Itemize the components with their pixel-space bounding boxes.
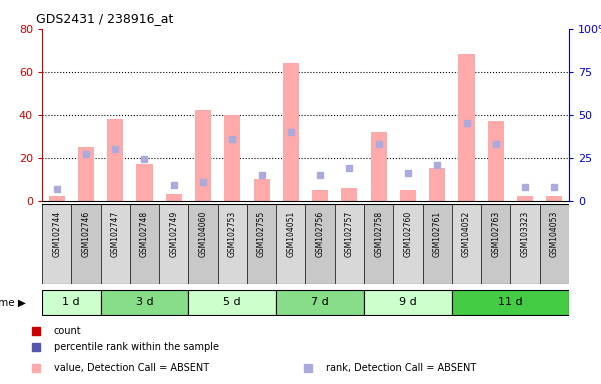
Text: GSM102746: GSM102746 — [81, 211, 90, 257]
Bar — [393, 204, 423, 285]
Bar — [107, 119, 123, 200]
Text: GSM102753: GSM102753 — [228, 211, 237, 257]
Bar — [452, 290, 569, 315]
Bar — [42, 290, 100, 315]
Bar — [510, 204, 540, 285]
Text: GSM102757: GSM102757 — [345, 211, 354, 257]
Bar — [224, 115, 240, 200]
Bar — [254, 179, 270, 200]
Bar — [100, 290, 188, 315]
Bar — [546, 196, 563, 200]
Bar — [305, 204, 335, 285]
Bar — [159, 204, 188, 285]
Text: GSM104053: GSM104053 — [550, 211, 559, 257]
Text: GSM102756: GSM102756 — [316, 211, 325, 257]
Bar — [423, 204, 452, 285]
Text: GSM102744: GSM102744 — [52, 211, 61, 257]
Bar — [218, 204, 247, 285]
Text: GSM102760: GSM102760 — [403, 211, 412, 257]
Text: time ▶: time ▶ — [0, 297, 26, 307]
Text: GSM103323: GSM103323 — [520, 211, 529, 257]
Text: 5 d: 5 d — [224, 297, 241, 307]
Bar — [188, 204, 218, 285]
Bar — [400, 190, 416, 200]
Bar — [166, 194, 182, 200]
Text: rank, Detection Call = ABSENT: rank, Detection Call = ABSENT — [326, 363, 476, 373]
Bar — [276, 204, 305, 285]
Bar — [130, 204, 159, 285]
Text: GSM102749: GSM102749 — [169, 211, 178, 257]
Bar — [72, 204, 100, 285]
Text: value, Detection Call = ABSENT: value, Detection Call = ABSENT — [53, 363, 209, 373]
Bar — [195, 110, 211, 200]
Text: GSM104051: GSM104051 — [286, 211, 295, 257]
Bar — [429, 169, 445, 200]
Bar — [459, 55, 475, 200]
Bar — [488, 121, 504, 200]
Bar — [42, 204, 72, 285]
Text: 3 d: 3 d — [136, 297, 153, 307]
Bar — [312, 190, 328, 200]
Bar — [247, 204, 276, 285]
Bar — [364, 290, 452, 315]
Text: GDS2431 / 238916_at: GDS2431 / 238916_at — [36, 12, 173, 25]
Text: GSM102755: GSM102755 — [257, 211, 266, 257]
Text: GSM102763: GSM102763 — [491, 211, 500, 257]
Bar — [371, 132, 387, 200]
Bar — [335, 204, 364, 285]
Bar — [78, 147, 94, 200]
Bar — [452, 204, 481, 285]
Text: count: count — [53, 326, 81, 336]
Text: GSM102758: GSM102758 — [374, 211, 383, 257]
Text: GSM102761: GSM102761 — [433, 211, 442, 257]
Text: percentile rank within the sample: percentile rank within the sample — [53, 342, 219, 352]
Bar — [364, 204, 393, 285]
Bar — [481, 204, 510, 285]
Text: 11 d: 11 d — [498, 297, 523, 307]
Text: GSM102747: GSM102747 — [111, 211, 120, 257]
Bar — [517, 196, 533, 200]
Text: 9 d: 9 d — [399, 297, 417, 307]
Bar — [283, 63, 299, 200]
Bar — [136, 164, 153, 200]
Bar — [49, 196, 65, 200]
Text: 7 d: 7 d — [311, 297, 329, 307]
Bar — [276, 290, 364, 315]
Text: 1 d: 1 d — [63, 297, 80, 307]
Text: GSM104052: GSM104052 — [462, 211, 471, 257]
Bar — [540, 204, 569, 285]
Text: GSM104060: GSM104060 — [198, 211, 207, 257]
Bar — [341, 188, 358, 200]
Bar — [100, 204, 130, 285]
Text: GSM102748: GSM102748 — [140, 211, 149, 257]
Bar — [188, 290, 276, 315]
